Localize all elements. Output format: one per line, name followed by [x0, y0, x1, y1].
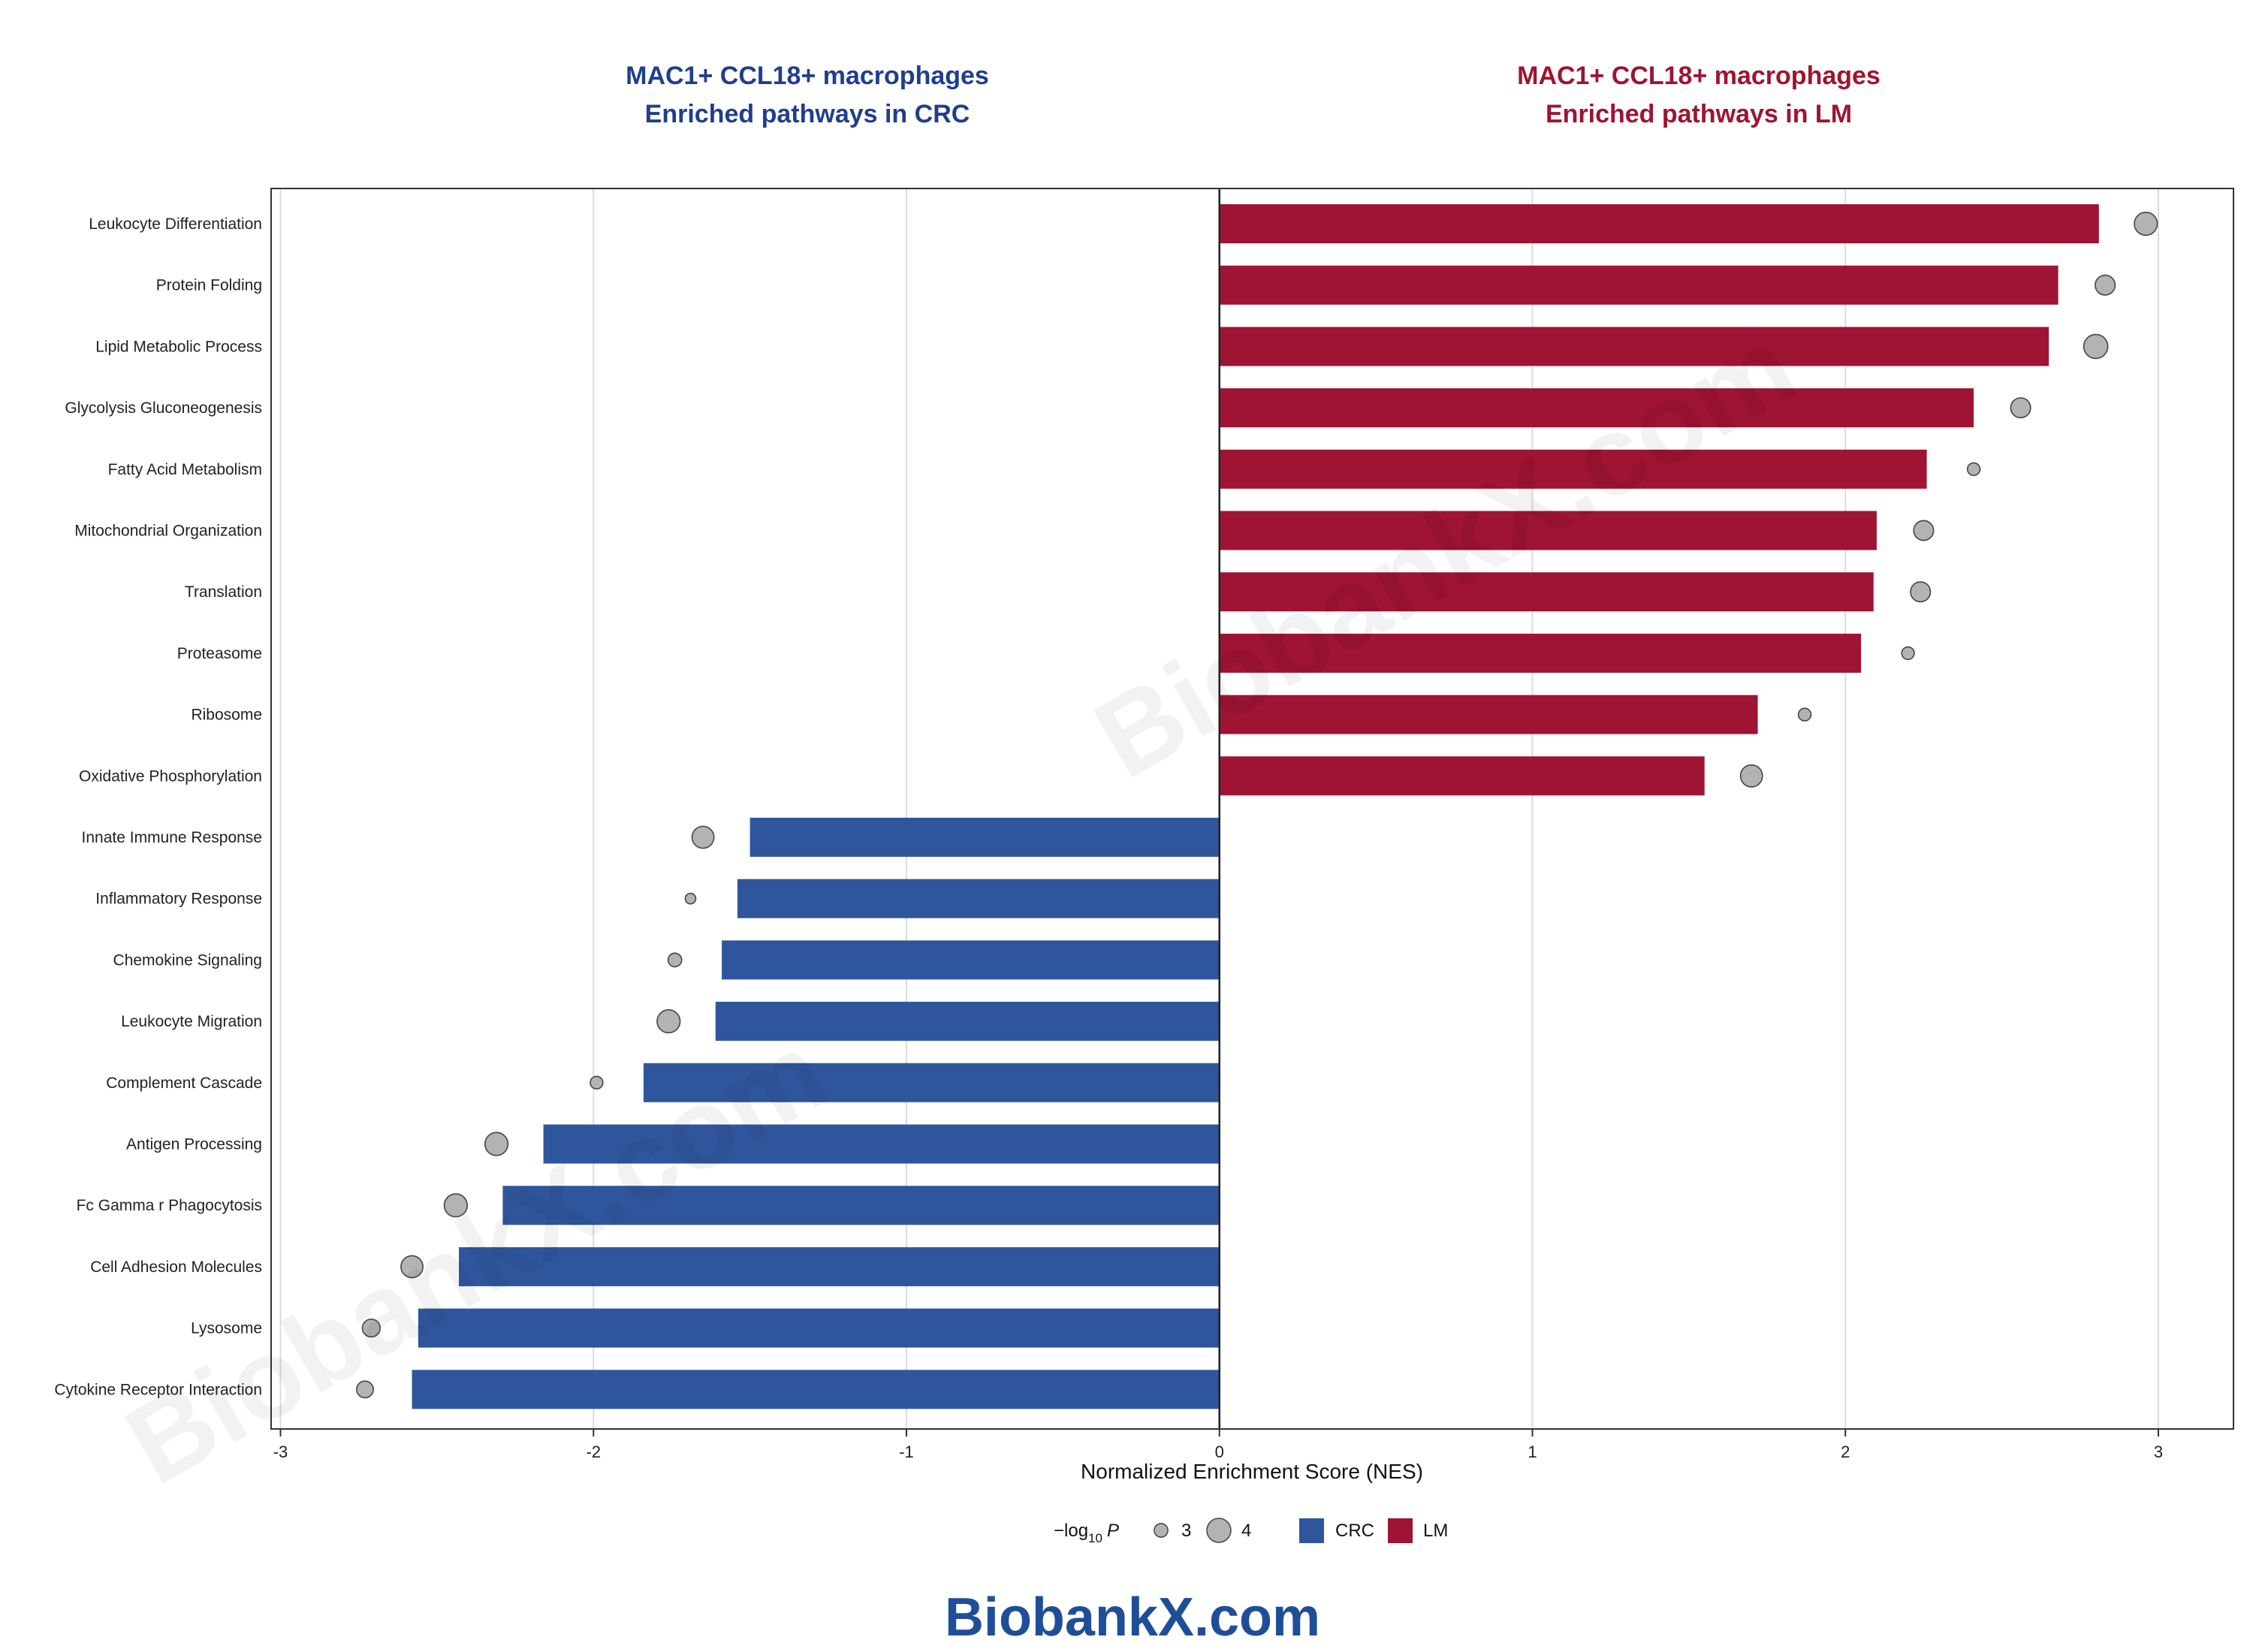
point-15: [484, 1132, 509, 1156]
point-2: [2083, 333, 2109, 360]
bar-10: [749, 818, 1220, 857]
bar-2: [1219, 327, 2049, 366]
category-label-18: Lysosome: [191, 1320, 262, 1337]
category-label-16: Fc Gamma r Phagocytosis: [77, 1197, 262, 1214]
point-7: [1901, 646, 1915, 661]
bar-9: [1219, 756, 1705, 796]
category-label-4: Fatty Acid Metabolism: [108, 461, 262, 478]
category-label-15: Antigen Processing: [126, 1136, 262, 1153]
plot-border: [270, 188, 2234, 1430]
x-tick-label-5: 2: [1841, 1442, 1850, 1461]
point-18: [361, 1318, 382, 1338]
point-10: [691, 825, 715, 849]
x-axis: -3 -2 -1 0 1 2 3: [273, 1429, 2163, 1461]
bar-11: [737, 879, 1220, 918]
bar-12: [722, 940, 1220, 980]
category-label-2: Lipid Metabolic Process: [95, 338, 262, 355]
point-11: [684, 892, 697, 905]
category-label-13: Leukocyte Migration: [121, 1013, 262, 1030]
legend-lm-swatch: [1388, 1518, 1413, 1543]
bar-0: [1219, 204, 2099, 243]
bar-7: [1219, 633, 1862, 673]
bar-3: [1219, 388, 1974, 428]
legend-size-title: −log10 P: [1054, 1521, 1119, 1545]
category-label-8: Ribosome: [191, 707, 262, 724]
bar-1: [1219, 265, 2058, 305]
category-label-5: Mitochondrial Organization: [74, 523, 262, 540]
category-label-0: Leukocyte Differentiation: [89, 216, 262, 233]
legend-size-title-prefix: −log: [1054, 1521, 1088, 1541]
bar-14: [643, 1063, 1220, 1102]
right-title-line2: Enriched pathways in LM: [1546, 100, 1852, 128]
category-label-3: Glycolysis Gluconeogenesis: [65, 399, 262, 417]
legend-crc-label: CRC: [1335, 1521, 1374, 1541]
bar-5: [1219, 511, 1877, 550]
x-tick-label-2: -1: [899, 1442, 914, 1461]
point-3: [2010, 397, 2031, 419]
bar-15: [543, 1124, 1220, 1164]
legend-size-4-label: 4: [1241, 1521, 1251, 1541]
legend-size-title-sub: 10: [1088, 1531, 1102, 1545]
x-tick-label-0: -3: [273, 1442, 288, 1461]
legend-size-4-dot: [1206, 1518, 1232, 1543]
point-14: [590, 1075, 604, 1090]
category-label-12: Chemokine Signaling: [113, 951, 262, 969]
point-16: [443, 1193, 468, 1218]
bar-17: [459, 1247, 1220, 1286]
category-label-6: Translation: [185, 583, 262, 601]
legend-size-3-label: 3: [1181, 1521, 1191, 1541]
bar-6: [1219, 572, 1874, 612]
point-0: [2134, 211, 2158, 237]
category-label-11: Inflammatory Response: [95, 891, 262, 908]
bar-19: [412, 1370, 1220, 1409]
category-label-14: Complement Cascade: [106, 1075, 262, 1092]
pvalue-points: [356, 211, 2158, 1399]
point-9: [1739, 764, 1763, 788]
category-label-7: Proteasome: [177, 645, 262, 662]
footer-brand: BiobankX.com: [945, 1587, 1320, 1647]
bar-16: [502, 1186, 1220, 1225]
right-title-line1: MAC1+ CCL18+ macrophages: [1517, 62, 1881, 90]
bar-4: [1219, 449, 1927, 489]
x-tick-label-3: 0: [1215, 1442, 1224, 1461]
left-title-line1: MAC1+ CCL18+ macrophages: [626, 62, 989, 90]
y-axis-labels: Leukocyte Differentiation Protein Folding…: [54, 216, 262, 1398]
x-tick-label-1: -2: [586, 1442, 601, 1461]
bar-18: [418, 1308, 1220, 1348]
point-19: [356, 1380, 374, 1399]
point-1: [2095, 274, 2116, 296]
legend-size-title-suffix: P: [1107, 1521, 1119, 1541]
x-axis-title: Normalized Enrichment Score (NES): [1081, 1460, 1423, 1483]
legend-size-3-dot: [1154, 1523, 1169, 1538]
left-title-line2: Enriched pathways in CRC: [645, 100, 970, 128]
point-4: [1966, 462, 1981, 476]
category-label-1: Protein Folding: [156, 277, 262, 294]
category-label-19: Cytokine Receptor Interaction: [54, 1381, 262, 1398]
legend-lm-label: LM: [1423, 1521, 1448, 1541]
legend-crc-swatch: [1299, 1518, 1324, 1543]
bar-13: [715, 1002, 1220, 1042]
bar-8: [1219, 695, 1758, 734]
point-12: [667, 952, 683, 968]
category-label-9: Oxidative Phosphorylation: [79, 767, 262, 785]
category-label-10: Innate Immune Response: [82, 829, 262, 846]
point-13: [656, 1008, 681, 1034]
point-5: [1913, 520, 1935, 541]
x-tick-label-4: 1: [1528, 1442, 1537, 1461]
point-17: [400, 1255, 424, 1279]
category-label-17: Cell Adhesion Molecules: [90, 1259, 262, 1276]
bars: [412, 204, 2099, 1409]
legend: −log10 P 3 4 CRC LM: [1054, 1518, 1448, 1545]
x-tick-label-6: 3: [2154, 1442, 2163, 1461]
point-6: [1910, 581, 1932, 603]
point-8: [1797, 707, 1812, 722]
plot-panel: [270, 188, 2234, 1430]
